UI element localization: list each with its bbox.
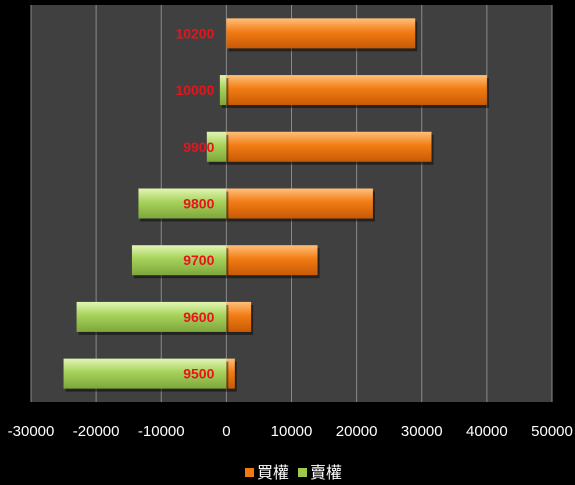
put-bar-9800 bbox=[138, 188, 227, 219]
x-tick-label: -30000 bbox=[8, 423, 55, 440]
x-tick-label: 10000 bbox=[271, 423, 313, 440]
x-tick-label: 0 bbox=[222, 423, 230, 440]
category-label: 9800 bbox=[183, 196, 214, 212]
call-bar-9600 bbox=[226, 301, 252, 332]
put-bar-9500 bbox=[63, 358, 227, 389]
legend-label-call: 買權 bbox=[257, 463, 289, 482]
x-tick-label: 20000 bbox=[336, 423, 378, 440]
category-labels: 10200 10000 9900 9800 9700 9600 9500 bbox=[175, 25, 214, 381]
put-bar-9700 bbox=[131, 245, 227, 276]
x-tick-label: 50000 bbox=[531, 423, 573, 440]
put-bar-9900 bbox=[206, 131, 227, 162]
category-label: 9500 bbox=[183, 366, 214, 382]
legend: 買權 賣權 bbox=[245, 463, 342, 482]
category-label: 9600 bbox=[183, 309, 214, 325]
call-bar-9900 bbox=[226, 131, 432, 162]
put-bar-9600 bbox=[76, 301, 227, 332]
category-label: 9700 bbox=[183, 252, 214, 268]
category-label: 10000 bbox=[175, 82, 214, 98]
put-bar-10000 bbox=[219, 75, 227, 106]
bars bbox=[63, 18, 489, 392]
call-bar-10200 bbox=[226, 18, 416, 49]
category-label: 10200 bbox=[175, 25, 214, 41]
legend-swatch-put bbox=[298, 468, 307, 477]
category-label: 9900 bbox=[183, 139, 214, 155]
call-bar-9700 bbox=[226, 245, 318, 276]
x-tick-label: 30000 bbox=[401, 423, 443, 440]
legend-label-put: 賣權 bbox=[310, 463, 342, 482]
call-bar-9500 bbox=[226, 358, 235, 389]
x-tick-label: 40000 bbox=[466, 423, 508, 440]
x-tick-label: -10000 bbox=[138, 423, 185, 440]
call-bar-10000 bbox=[226, 75, 487, 106]
legend-swatch-call bbox=[245, 468, 254, 477]
x-axis-ticks: -30000 -20000 -10000 0 10000 20000 30000 40000 5… bbox=[8, 423, 573, 440]
x-tick-label: -20000 bbox=[73, 423, 120, 440]
call-bar-9800 bbox=[226, 188, 373, 219]
